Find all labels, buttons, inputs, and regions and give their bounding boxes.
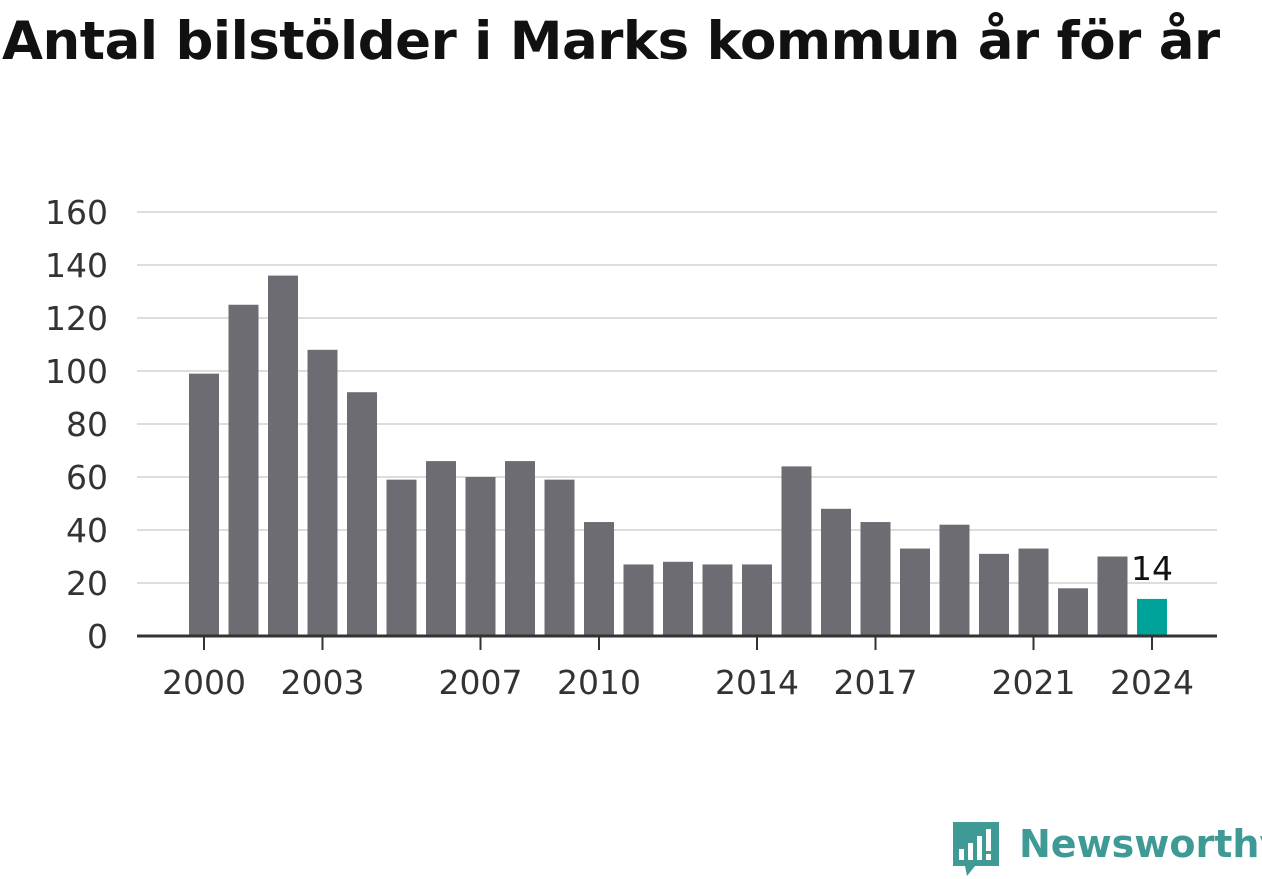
bar	[189, 373, 219, 636]
bar	[544, 479, 575, 636]
x-tick-label: 2000	[162, 663, 246, 702]
y-tick-label: 20	[66, 564, 108, 603]
bar	[386, 479, 417, 636]
bar	[900, 548, 930, 636]
bar	[347, 392, 377, 636]
grid-lines	[137, 211, 1217, 584]
x-tick-label: 2021	[992, 663, 1076, 702]
bar	[1097, 556, 1128, 636]
y-tick-label: 160	[45, 193, 108, 232]
bar	[505, 461, 535, 636]
y-tick-label: 120	[45, 299, 108, 338]
chart-title: Antal bilstölder i Marks kommun år för å…	[2, 11, 1220, 72]
bar	[979, 553, 1009, 636]
data-labels: 14	[1131, 549, 1173, 588]
x-axis: 2000 2003 2007 2010 2014 2017 2021 2024	[137, 634, 1217, 702]
bar	[584, 522, 614, 636]
bars	[189, 275, 1167, 636]
x-tick-label: 2003	[281, 663, 365, 702]
brand-name: Newsworthy	[1019, 822, 1262, 866]
y-tick-label: 140	[45, 246, 108, 285]
newsworthy-chart-bubble-icon	[953, 822, 999, 876]
y-tick-label: 100	[45, 352, 108, 391]
bar	[860, 522, 891, 636]
bar	[1018, 548, 1049, 636]
x-tick-label: 2014	[715, 663, 799, 702]
bar-highlight	[1137, 598, 1167, 636]
bar	[623, 564, 654, 636]
bar	[228, 304, 259, 636]
bar	[1058, 588, 1088, 636]
x-tick-label: 2007	[439, 663, 523, 702]
bar	[821, 508, 851, 636]
bar	[742, 564, 772, 636]
bar	[781, 466, 812, 636]
y-tick-label: 80	[66, 405, 108, 444]
newsworthy-logo: Newsworthy	[951, 820, 1262, 878]
data-label: 14	[1131, 549, 1173, 588]
x-tick-label: 2017	[834, 663, 918, 702]
bar	[426, 461, 456, 636]
y-axis-tick-labels: 0 20 40 60 80 100 120 140 160	[45, 193, 108, 656]
y-tick-label: 0	[87, 617, 108, 656]
x-tick-label: 2024	[1110, 663, 1194, 702]
y-tick-label: 60	[66, 458, 108, 497]
x-tick-label: 2010	[557, 663, 641, 702]
bar	[663, 561, 693, 636]
y-tick-label: 40	[66, 511, 108, 550]
bar	[465, 477, 496, 636]
bar	[939, 524, 970, 636]
bar	[702, 564, 733, 636]
bar	[307, 349, 338, 636]
bar	[268, 275, 298, 636]
